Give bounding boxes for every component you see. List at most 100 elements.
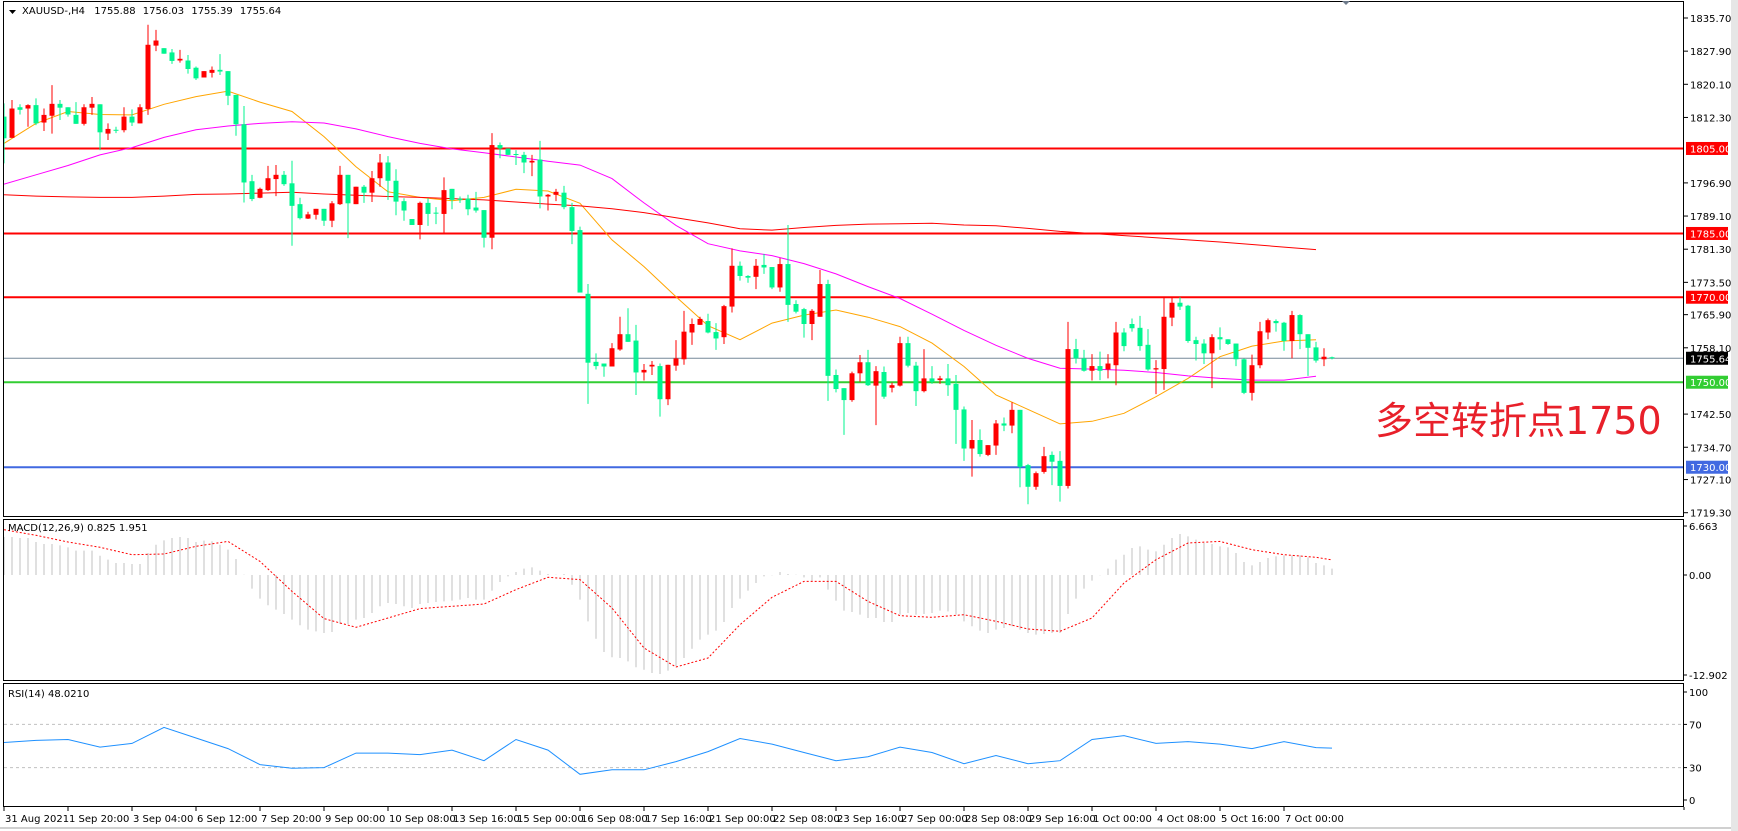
price-axis-label: 1781.30 <box>1690 245 1731 256</box>
current-price-label: 1755.64 <box>1690 354 1731 365</box>
candle <box>1097 351 1103 381</box>
price-axis-label: 1719.30 <box>1690 509 1731 520</box>
candle <box>297 197 303 220</box>
candle-body <box>129 116 135 123</box>
candle-body <box>361 186 367 193</box>
candle <box>1281 321 1287 351</box>
candle <box>249 174 255 202</box>
candle <box>1289 310 1295 359</box>
candle-body <box>337 174 343 205</box>
rsi-axis-label: 0 <box>1689 796 1695 807</box>
candle-body <box>593 361 599 367</box>
candle <box>705 313 711 334</box>
candle <box>537 140 543 209</box>
price-axis: 1835.70 1827.90 1820.10 1812.30 1796.90 1789.… <box>1684 14 1731 520</box>
macd-signal-line <box>4 529 1333 668</box>
candle <box>689 318 695 345</box>
candle-body <box>793 304 799 312</box>
candle <box>761 253 767 274</box>
candle <box>73 102 79 124</box>
candle-body <box>1225 339 1231 344</box>
candle-body <box>385 162 391 181</box>
candle <box>889 382 895 393</box>
macd-axis-label: -12.902 <box>1689 671 1728 682</box>
candle-body <box>737 265 743 276</box>
candle <box>1089 354 1095 381</box>
candle <box>985 445 991 457</box>
candle-body <box>881 372 887 397</box>
time-axis-label: 1 Oct 00:00 <box>1093 814 1152 825</box>
candle <box>937 375 943 384</box>
candle <box>601 363 607 377</box>
candle <box>729 248 735 313</box>
candle <box>793 300 799 314</box>
candle <box>145 24 151 115</box>
candle <box>4 103 7 164</box>
candle <box>1297 314 1303 350</box>
time-axis-label: 28 Sep 08:00 <box>965 814 1032 825</box>
candle-body <box>601 363 607 367</box>
candle-body <box>425 202 431 214</box>
candle <box>841 388 847 435</box>
candle <box>1057 451 1063 502</box>
price-axis-label: 1742.50 <box>1690 410 1731 421</box>
candle-body <box>217 69 223 72</box>
candle-body <box>81 107 87 124</box>
candle-body <box>753 265 759 277</box>
candle <box>1049 451 1055 486</box>
macd-axis-label: 6.663 <box>1689 522 1718 533</box>
macd-axis-label: 0.00 <box>1689 571 1711 582</box>
candle <box>1193 336 1199 361</box>
candle <box>113 126 119 134</box>
candle-body <box>1089 366 1095 371</box>
time-axis-label: 10 Sep 08:00 <box>389 814 456 825</box>
candle <box>1001 417 1007 432</box>
main-price-panel[interactable] <box>3 1 1684 517</box>
candle <box>969 420 975 477</box>
candle <box>1009 402 1015 434</box>
candle-body <box>137 107 143 124</box>
candle <box>257 187 263 199</box>
chart-shift-marker-icon[interactable] <box>1342 1 1350 5</box>
candle-body <box>313 208 319 215</box>
candle-body <box>369 178 375 193</box>
candle <box>897 336 903 387</box>
candle <box>1201 339 1207 364</box>
candle <box>745 275 751 283</box>
candle <box>1121 328 1127 352</box>
triangle-down-icon[interactable] <box>9 10 16 14</box>
candle-body <box>1313 347 1319 361</box>
candle-body <box>577 230 583 293</box>
candle <box>153 29 159 52</box>
candle <box>105 123 111 140</box>
candle-body <box>1129 324 1135 329</box>
candle-body <box>1025 465 1031 487</box>
candle-body <box>633 340 639 373</box>
candle-body <box>713 332 719 339</box>
candle <box>561 185 567 210</box>
ma-slow-line <box>4 191 1317 251</box>
candle <box>121 107 127 133</box>
candle <box>57 100 63 120</box>
ma-mid-line <box>4 121 1317 381</box>
candle-body <box>49 103 55 116</box>
candle-body <box>41 114 47 123</box>
time-axis-label: 16 Sep 08:00 <box>581 814 648 825</box>
time-axis-label: 15 Sep 00:00 <box>517 814 584 825</box>
candle-body <box>817 284 823 317</box>
macd-panel[interactable] <box>3 519 1684 681</box>
candle-body <box>441 190 447 214</box>
candle-body <box>193 67 199 79</box>
candle-body <box>569 207 575 231</box>
candle-body <box>769 267 775 288</box>
candle <box>393 169 399 216</box>
level-price-label: 1730.00 <box>1690 463 1731 474</box>
candle-body <box>353 186 359 205</box>
candle-body <box>1281 322 1287 341</box>
rsi-panel[interactable] <box>3 683 1684 807</box>
candle <box>545 193 551 211</box>
candle <box>513 150 519 166</box>
candle-body <box>1257 331 1263 366</box>
candle-body <box>33 105 39 124</box>
